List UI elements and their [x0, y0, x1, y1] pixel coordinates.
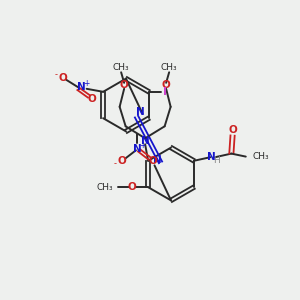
Text: O: O: [162, 80, 170, 90]
Text: O: O: [228, 125, 237, 135]
Text: N: N: [133, 144, 142, 154]
Text: N: N: [207, 152, 216, 162]
Text: CH₃: CH₃: [161, 63, 177, 72]
Text: H: H: [214, 156, 220, 165]
Text: -: -: [113, 159, 116, 168]
Text: O: O: [149, 156, 158, 167]
Text: -: -: [54, 70, 57, 79]
Text: O: O: [58, 73, 67, 83]
Text: O: O: [128, 182, 136, 192]
Text: N: N: [141, 136, 149, 146]
Text: O: O: [88, 94, 96, 104]
Text: CH₃: CH₃: [96, 183, 113, 192]
Text: N: N: [77, 82, 85, 92]
Text: +: +: [83, 79, 90, 88]
Text: CH₃: CH₃: [113, 63, 129, 72]
Text: I: I: [164, 87, 167, 97]
Text: N: N: [136, 106, 145, 116]
Text: O: O: [120, 80, 128, 90]
Text: N: N: [152, 155, 161, 165]
Text: +: +: [139, 141, 146, 150]
Text: CH₃: CH₃: [252, 152, 269, 161]
Text: O: O: [118, 156, 126, 167]
